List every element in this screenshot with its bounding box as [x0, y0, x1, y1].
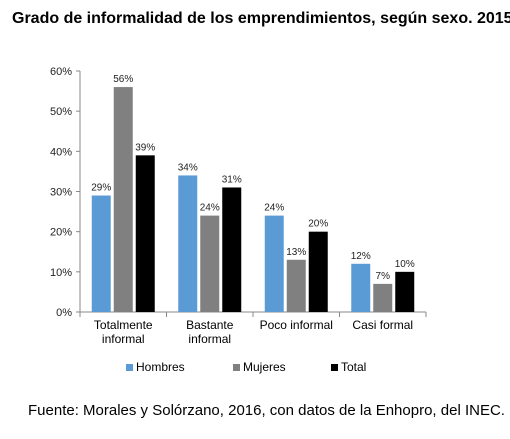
legend-swatch [331, 364, 338, 371]
y-tick-label: 30% [50, 187, 72, 199]
y-tick-label: 40% [50, 146, 72, 158]
data-label: 24% [264, 203, 284, 214]
data-label: 13% [286, 247, 306, 258]
bar-hombres [351, 263, 371, 312]
y-tick-label: 60% [50, 66, 72, 78]
legend-swatch [233, 364, 240, 371]
y-tick-label: 0% [56, 307, 72, 319]
data-label: 7% [376, 271, 391, 282]
legend-swatch [126, 364, 133, 371]
legend: Hombres Mujeres Total [126, 360, 366, 374]
bar-hombres [178, 175, 198, 312]
bar-mujeres [373, 283, 393, 312]
x-tick-label: Casi formal [352, 318, 413, 332]
y-tick-label: 20% [50, 227, 72, 239]
bar-mujeres [286, 259, 306, 312]
bar-hombres [91, 195, 111, 312]
source-note: Fuente: Morales y Solórzano, 2016, con d… [28, 402, 505, 419]
data-label: 56% [113, 74, 133, 85]
bar-hombres [264, 215, 284, 312]
bar-total [395, 271, 415, 312]
legend-label: Mujeres [243, 360, 286, 374]
x-tick-label: Poco informal [260, 318, 333, 332]
bar-total [222, 187, 242, 312]
data-label: 10% [395, 259, 415, 270]
data-label: 12% [351, 251, 371, 262]
y-tick-label: 10% [50, 267, 72, 279]
bar-series-group: 29% 56% 39% 34% 24% 31% 24% 13% 20% 12% 7% 10% [91, 74, 415, 312]
x-tick-label: Bastante informal [186, 318, 234, 346]
data-label: 39% [135, 142, 155, 153]
y-tick-label: 50% [50, 106, 72, 118]
bar-mujeres [113, 87, 133, 312]
bar-chart: 0% 10% 20% 30% 40% 50% 60% Totalmente informal B… [50, 66, 427, 374]
bar-total [308, 231, 328, 312]
x-tick-label: Totalmente informal [94, 318, 153, 346]
legend-label: Total [341, 360, 366, 374]
data-label: 29% [91, 183, 111, 194]
data-label: 24% [200, 203, 220, 214]
legend-label: Hombres [136, 360, 185, 374]
data-label: 31% [222, 174, 242, 185]
data-label: 20% [308, 219, 328, 230]
y-axis: 0% 10% 20% 30% 40% 50% 60% [50, 66, 81, 319]
bar-mujeres [200, 215, 220, 312]
chart-title: Grado de informalidad de los emprendimie… [12, 10, 510, 27]
data-label: 34% [178, 162, 198, 173]
bar-total [135, 155, 155, 312]
x-axis: Totalmente informal Bastante informal Poco i… [79, 311, 427, 346]
